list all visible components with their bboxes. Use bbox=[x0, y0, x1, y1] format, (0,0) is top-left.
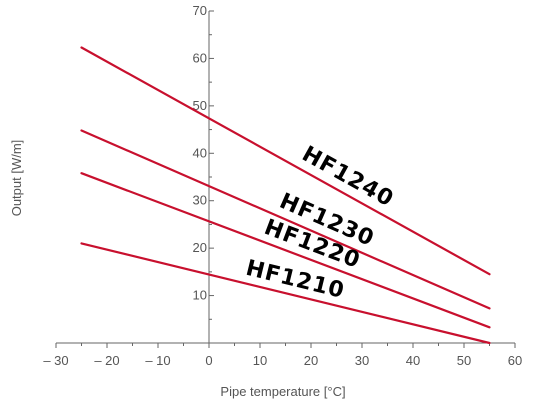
x-tick-label: 40 bbox=[406, 353, 420, 368]
series-line-hf1220 bbox=[80, 172, 491, 329]
y-tick-label: 70 bbox=[193, 3, 207, 18]
x-tick-label: 10 bbox=[253, 353, 267, 368]
x-tick-label: 50 bbox=[457, 353, 471, 368]
x-tick-label: 0 bbox=[205, 353, 212, 368]
x-tick-label: 20 bbox=[304, 353, 318, 368]
y-axis-title: Output [W/m] bbox=[9, 140, 24, 217]
y-tick-label: 30 bbox=[193, 193, 207, 208]
y-tick-label: 10 bbox=[193, 288, 207, 303]
y-tick-label: 50 bbox=[193, 98, 207, 113]
axes: – 30 – 20 – 10 0 10 20 30 40 50 60 10 20 30 40 50 60 70 bbox=[43, 3, 522, 368]
series-lines bbox=[80, 46, 491, 345]
x-tick-label: – 20 bbox=[94, 353, 119, 368]
series-line-hf1230 bbox=[80, 129, 491, 310]
y-tick-label: 20 bbox=[193, 240, 207, 255]
series-line-hf1210 bbox=[80, 242, 491, 345]
x-tick-label: 60 bbox=[508, 353, 522, 368]
x-tick-label: 30 bbox=[355, 353, 369, 368]
x-tick-label: – 10 bbox=[145, 353, 170, 368]
x-axis-title: Pipe temperature [°C] bbox=[220, 384, 345, 399]
series-line-hf1240 bbox=[80, 46, 491, 276]
y-tick-label: 40 bbox=[193, 145, 207, 160]
y-tick-label: 60 bbox=[193, 50, 207, 65]
x-tick-label: – 30 bbox=[43, 353, 68, 368]
